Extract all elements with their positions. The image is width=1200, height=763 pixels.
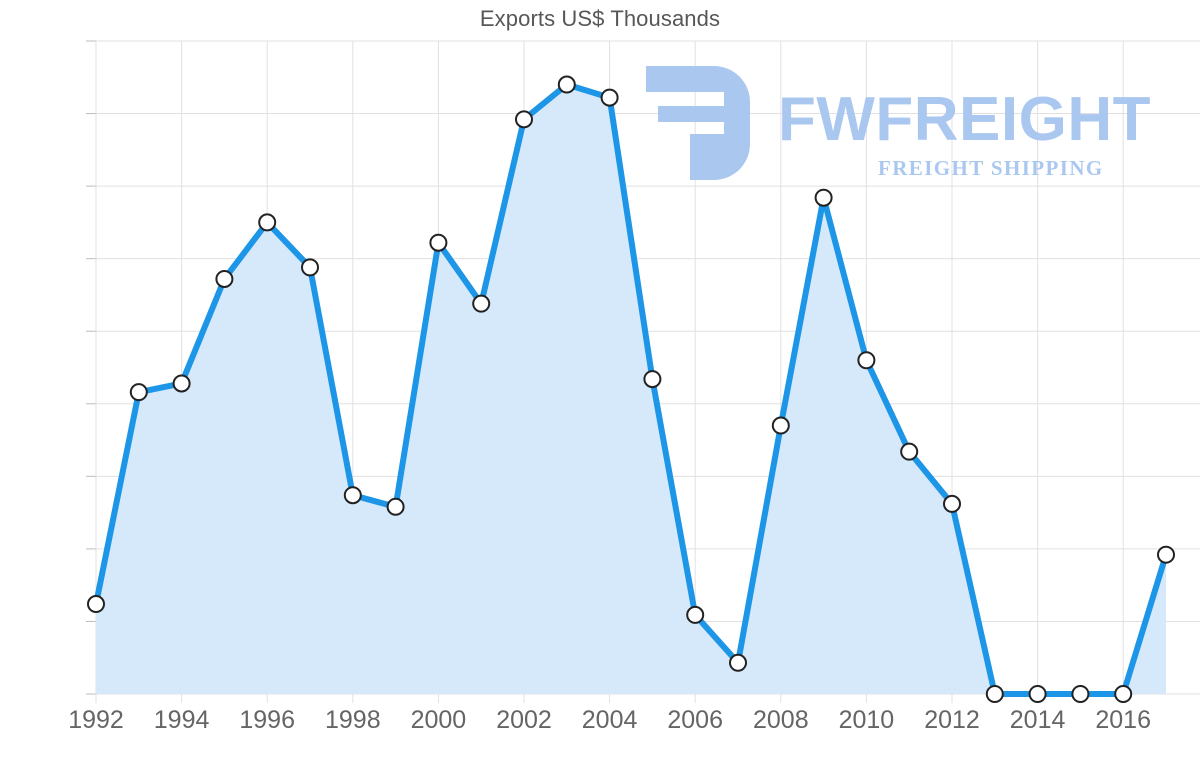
data-point-marker[interactable] (686, 605, 705, 624)
data-point-marker[interactable] (600, 88, 619, 107)
data-point-marker[interactable] (301, 258, 319, 277)
chart-title: Exports US$ Thousands (479, 6, 721, 31)
data-point-marker[interactable] (343, 486, 362, 505)
data-point-marker[interactable] (87, 595, 105, 614)
data-point-marker[interactable] (1157, 545, 1175, 564)
data-point-marker[interactable] (129, 383, 148, 402)
data-line (93, 81, 1169, 697)
data-point-marker[interactable] (515, 110, 533, 129)
data-point-marker[interactable] (814, 188, 833, 207)
data-point-marker[interactable] (729, 653, 747, 672)
x-axis-tick-label: 1996 (239, 706, 295, 734)
data-point-marker[interactable] (429, 233, 448, 252)
data-point-markers (87, 75, 1175, 703)
x-axis-tick-label: 2004 (581, 706, 638, 734)
x-axis-tick-label: 2002 (496, 706, 552, 734)
x-axis-tick-label: 2010 (838, 706, 895, 734)
x-axis-tick-label: 1994 (153, 706, 210, 734)
x-axis-tick-label: 1992 (68, 706, 124, 734)
x-axis-tick-label: 2016 (1095, 706, 1151, 734)
data-point-marker[interactable] (258, 213, 277, 232)
data-point-marker[interactable] (557, 75, 576, 94)
x-axis-tick-label: 2014 (1009, 706, 1066, 734)
x-axis-tick-label: 1998 (324, 706, 381, 734)
data-point-marker[interactable] (943, 494, 961, 513)
data-point-marker[interactable] (386, 497, 405, 516)
x-axis-tick-label: 2000 (410, 706, 467, 734)
data-point-marker[interactable] (1071, 685, 1090, 703)
data-point-marker[interactable] (472, 294, 491, 313)
data-point-marker[interactable] (172, 374, 191, 393)
data-point-marker[interactable] (1114, 685, 1133, 703)
data-point-marker[interactable] (1028, 685, 1047, 703)
data-point-marker[interactable] (643, 370, 662, 389)
data-point-marker[interactable] (215, 269, 234, 288)
x-axis-tick-label: 2008 (752, 706, 809, 734)
x-axis-tick-label: 2012 (924, 706, 980, 734)
data-point-marker[interactable] (857, 351, 876, 370)
data-point-marker[interactable] (771, 416, 790, 435)
data-point-marker[interactable] (985, 685, 1004, 703)
x-axis-tick-label: 2006 (667, 706, 723, 734)
data-point-marker[interactable] (900, 442, 919, 461)
area-fill (96, 84, 1166, 694)
